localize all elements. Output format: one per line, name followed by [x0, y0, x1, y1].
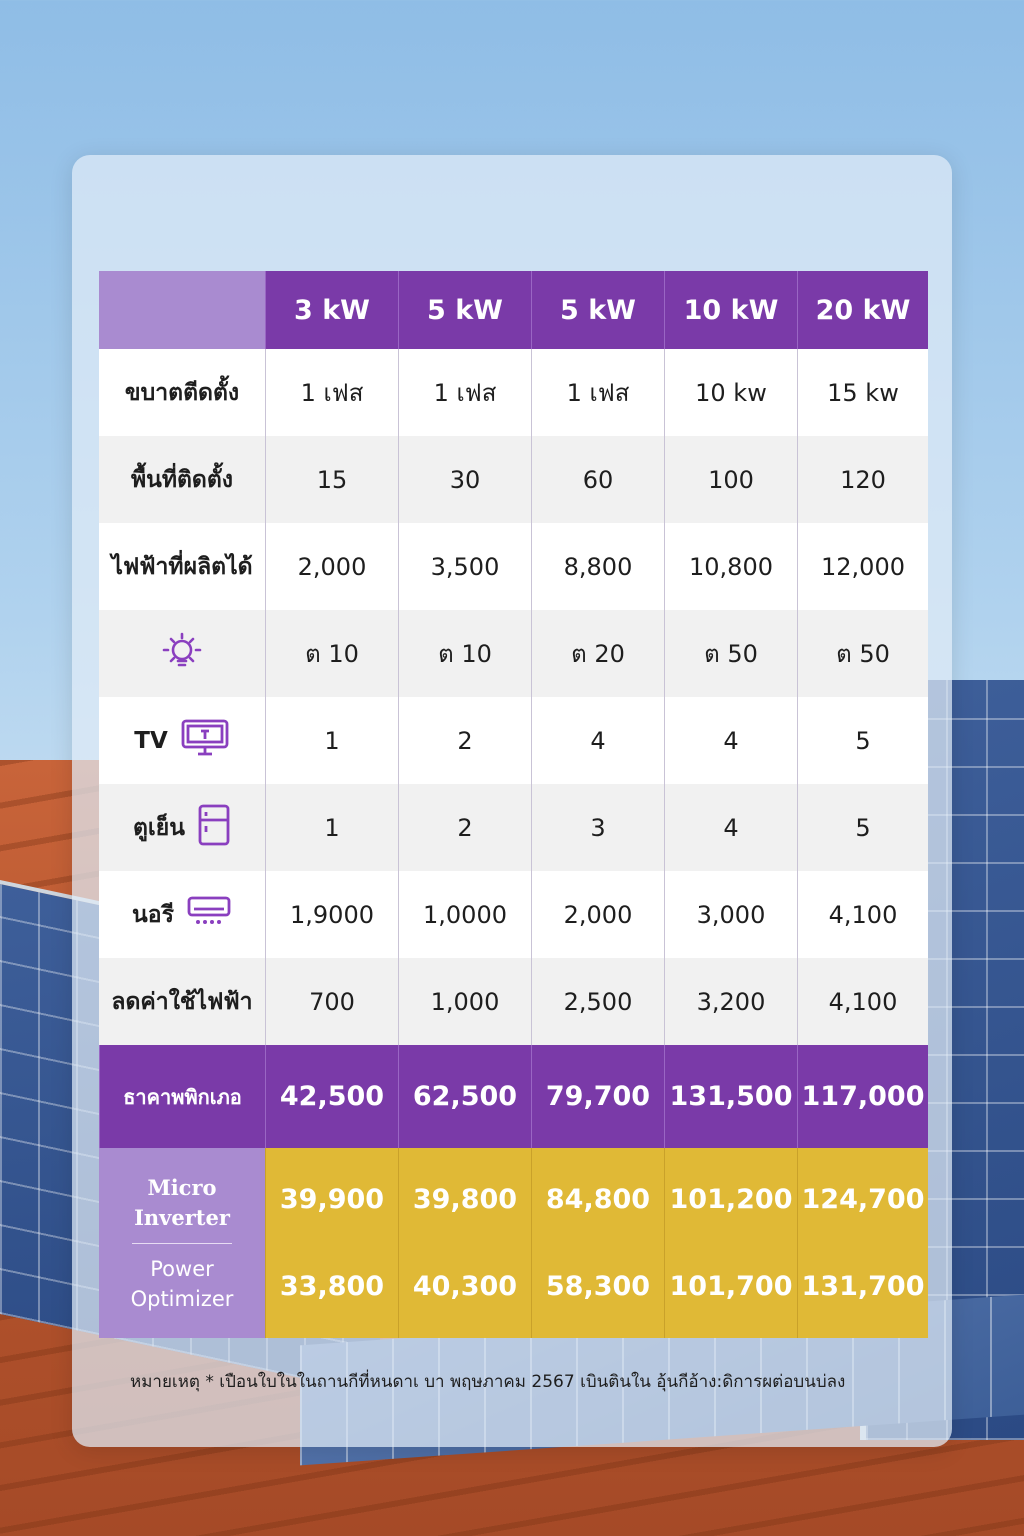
row-label: TV [99, 697, 265, 784]
option-price-cell: 39,900 33,800 [265, 1148, 398, 1338]
table-cell: 1 เฟส [265, 349, 398, 436]
price-cell: 62,500 [398, 1045, 531, 1148]
table-cell: 2 [398, 784, 531, 871]
header-col-4: 10 kW [664, 271, 797, 349]
row-label-text: ตูเย็น [133, 814, 185, 841]
power-optimizer-price: 131,700 [801, 1271, 925, 1302]
lightbulb-icon [160, 629, 204, 679]
table-cell: 100 [664, 436, 797, 523]
table-cell: 60 [531, 436, 664, 523]
row-label-text: ลดค่าใช้ไฟฟ้า [111, 988, 253, 1015]
table-cell: 4 [664, 784, 797, 871]
table-cell: 3,200 [664, 958, 797, 1045]
row-label: ขบาตตีดตั้ง [99, 349, 265, 436]
power-optimizer-label: Power Optimizer [130, 1256, 234, 1311]
header-col-3: 5 kW [531, 271, 664, 349]
table-cell: 3 [531, 784, 664, 871]
micro-inverter-price: 39,800 [412, 1184, 518, 1215]
price-cell: 131,500 [664, 1045, 797, 1148]
row-label [99, 610, 265, 697]
table-cell: 8,800 [531, 523, 664, 610]
row-label-text: พื้นที่ติดตั้ง [130, 466, 234, 493]
fridge-icon [197, 803, 231, 853]
tv-icon [180, 718, 230, 764]
table-cell: 120 [797, 436, 928, 523]
table-cell: 1,000 [398, 958, 531, 1045]
table-cell: 15 [265, 436, 398, 523]
power-optimizer-price: 33,800 [279, 1271, 385, 1302]
power-optimizer-price: 40,300 [412, 1271, 518, 1302]
table-cell: 1 [265, 784, 398, 871]
header-col-2: 5 kW [398, 271, 531, 349]
air-conditioner-icon [186, 895, 232, 935]
table-cell: ต 50 [664, 610, 797, 697]
option-price-cell: 124,700 131,700 [797, 1148, 928, 1338]
options-label: Micro Inverter Power Optimizer [99, 1148, 265, 1338]
table-cell: ต 10 [398, 610, 531, 697]
table-cell: 1 [265, 697, 398, 784]
table-cell: 3,000 [664, 871, 797, 958]
price-cell: 42,500 [265, 1045, 398, 1148]
row-label: ไฟฟ้าที่ผลิตได้ [99, 523, 265, 610]
table-cell: 1,9000 [265, 871, 398, 958]
options-divider [132, 1242, 232, 1244]
table-cell: ต 10 [265, 610, 398, 697]
table-cell: 1 เฟส [531, 349, 664, 436]
table-cell: 4,100 [797, 958, 928, 1045]
header-corner [99, 271, 265, 349]
micro-inverter-price: 124,700 [801, 1184, 925, 1215]
table-cell: 30 [398, 436, 531, 523]
row-label: นอรี [99, 871, 265, 958]
pricing-table: 3 kW 5 kW 5 kW 10 kW 20 kW ขบาตตีดตั้ง 1 … [99, 271, 928, 1338]
micro-inverter-price: 101,200 [669, 1184, 793, 1215]
table-cell: 4 [664, 697, 797, 784]
table-cell: 2 [398, 697, 531, 784]
table-cell: 700 [265, 958, 398, 1045]
header-col-1: 3 kW [265, 271, 398, 349]
row-label-text: ขบาตตีดตั้ง [124, 379, 240, 406]
option-price-cell: 84,800 58,300 [531, 1148, 664, 1338]
price-cell: 79,700 [531, 1045, 664, 1148]
table-cell: 5 [797, 784, 928, 871]
table-cell: ต 20 [531, 610, 664, 697]
table-cell: 1 เฟส [398, 349, 531, 436]
footnote: หมายเหตุ * เปือนใบในในถานกีที่หนดาเ บา พ… [130, 1372, 846, 1392]
price-cell: 117,000 [797, 1045, 928, 1148]
table-cell: 2,500 [531, 958, 664, 1045]
row-label-text: TV [134, 727, 168, 754]
row-label-text: ไฟฟ้าที่ผลิตได้ [111, 553, 253, 580]
row-label: ตูเย็น [99, 784, 265, 871]
table-cell: ต 50 [797, 610, 928, 697]
row-label-text: นอรี [132, 901, 174, 928]
micro-inverter-price: 39,900 [279, 1184, 385, 1215]
price-row-label: ธาคาพพิกเภอ [99, 1045, 265, 1148]
table-cell: 12,000 [797, 523, 928, 610]
row-label: ลดค่าใช้ไฟฟ้า [99, 958, 265, 1045]
micro-inverter-price: 84,800 [545, 1184, 651, 1215]
option-price-cell: 101,200 101,700 [664, 1148, 797, 1338]
table-cell: 1,0000 [398, 871, 531, 958]
table-cell: 4 [531, 697, 664, 784]
table-cell: 4,100 [797, 871, 928, 958]
table-cell: 3,500 [398, 523, 531, 610]
table-cell: 5 [797, 697, 928, 784]
power-optimizer-price: 58,300 [545, 1271, 651, 1302]
header-col-5: 20 kW [797, 271, 928, 349]
table-cell: 15 kw [797, 349, 928, 436]
micro-inverter-label: Micro Inverter [134, 1174, 230, 1230]
table-cell: 2,000 [265, 523, 398, 610]
power-optimizer-price: 101,700 [669, 1271, 793, 1302]
table-cell: 10,800 [664, 523, 797, 610]
table-cell: 10 kw [664, 349, 797, 436]
option-price-cell: 39,800 40,300 [398, 1148, 531, 1338]
table-cell: 2,000 [531, 871, 664, 958]
row-label: พื้นที่ติดตั้ง [99, 436, 265, 523]
